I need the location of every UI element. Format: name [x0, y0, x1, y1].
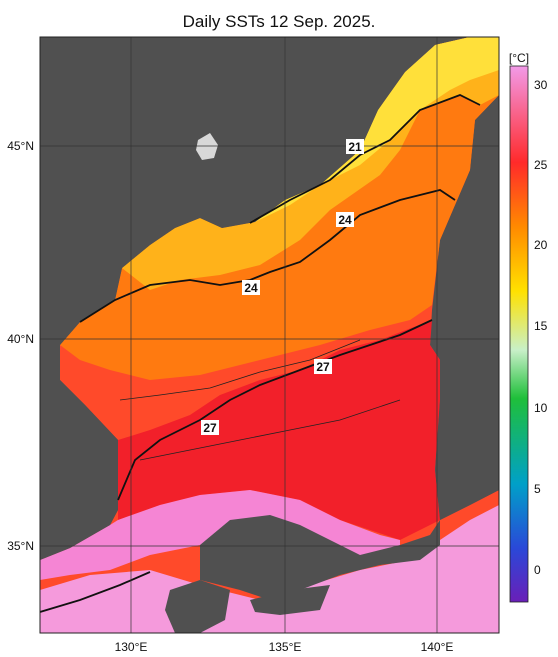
contour-label-27a: 27 [314, 359, 332, 374]
sea-band-red [118, 320, 440, 540]
colorbar-tick: 30 [534, 78, 548, 92]
colorbar-tick: 10 [534, 401, 548, 415]
lon-label: 130°E [115, 640, 148, 654]
map-title: Daily SSTs 12 Sep. 2025. [182, 12, 376, 31]
colorbar-tick: 15 [534, 319, 548, 333]
contour-label-text: 27 [316, 360, 330, 374]
contour-label-text: 24 [338, 213, 352, 227]
contour-label-24a: 24 [336, 212, 354, 227]
contour-thin [119, 339, 401, 461]
lat-label: 45°N [7, 139, 34, 153]
colorbar-tick: 5 [534, 482, 541, 496]
land-shikoku [250, 585, 330, 615]
land-honshu-west [200, 515, 440, 600]
colorbar-unit: [°C] [509, 51, 529, 65]
lon-label: 135°E [269, 640, 302, 654]
contour-label-21: 21 [346, 139, 364, 154]
land-korea [40, 37, 450, 560]
land-ulleungdo [196, 133, 218, 160]
contour-label-text: 21 [348, 140, 362, 154]
colorbar-tick: 0 [534, 563, 541, 577]
contour-label-27b: 27 [201, 420, 219, 435]
contour-21 [249, 94, 481, 224]
sea-pacific [40, 505, 499, 633]
colorbar: [°C] 30 25 20 15 10 5 0 [509, 51, 548, 603]
contour-label-text: 24 [244, 281, 258, 295]
contour-label-24b: 24 [242, 280, 260, 295]
lat-label: 35°N [7, 539, 34, 553]
map-frame [39, 36, 500, 634]
colorbar-swatch [509, 65, 529, 603]
colorbar-tick: 20 [534, 238, 548, 252]
map-body [40, 37, 499, 633]
lat-label: 40°N [7, 332, 34, 346]
contour-29 [40, 571, 151, 613]
grid-lines [40, 37, 499, 633]
lon-label: 140°E [421, 640, 454, 654]
land-kyushu [165, 580, 230, 633]
contour-27 [117, 319, 433, 501]
colorbar-tick: 25 [534, 158, 548, 172]
sea-band-lightyellow [255, 37, 499, 222]
contour-label-text: 27 [203, 421, 217, 435]
contour-24 [79, 189, 456, 323]
land-honshu [435, 95, 499, 520]
